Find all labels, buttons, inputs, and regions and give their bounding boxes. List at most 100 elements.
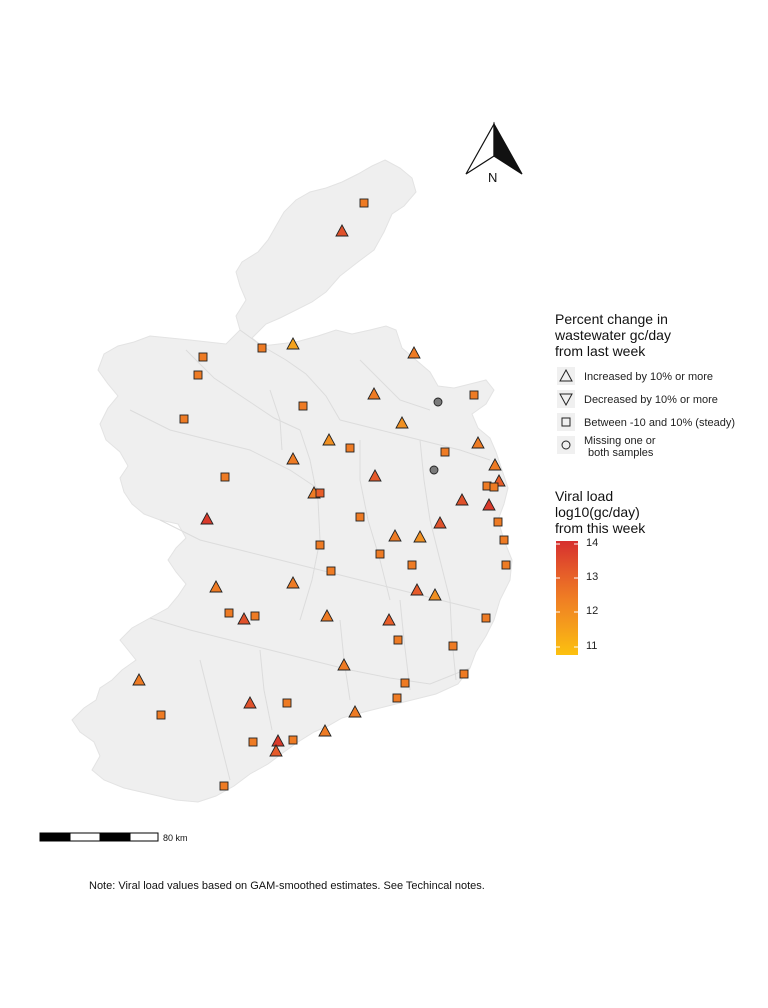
legend-label-missing: Missing one or both samples — [584, 435, 656, 459]
site-marker-tri-up — [318, 724, 332, 737]
site-marker-square — [298, 401, 308, 411]
site-marker-square — [393, 635, 403, 645]
legend-label-missing-line: Missing one or — [584, 435, 656, 447]
site-marker-square — [315, 540, 325, 550]
site-marker-tri-up — [413, 530, 427, 543]
site-marker-square — [288, 735, 298, 745]
site-marker-square — [469, 390, 479, 400]
site-marker-tri-up — [320, 609, 334, 622]
site-marker-tri-up — [322, 433, 336, 446]
circle-icon — [561, 440, 571, 450]
triangle-down-icon — [559, 393, 573, 407]
site-marker-tri-up — [209, 580, 223, 593]
legend-key-missing — [557, 436, 575, 454]
legend-key-increase — [557, 367, 575, 385]
site-marker-square — [392, 693, 402, 703]
footnote: Note: Viral load values based on GAM-smo… — [89, 880, 485, 892]
site-marker-square — [326, 566, 336, 576]
shape-legend-title: Percent change in wastewater gc/day from… — [555, 311, 671, 359]
site-marker-square — [282, 698, 292, 708]
site-marker-square — [156, 710, 166, 720]
site-marker-tri-up — [433, 516, 447, 529]
north-label: N — [488, 170, 498, 185]
site-marker-square — [481, 613, 491, 623]
site-marker-tri-up — [286, 576, 300, 589]
site-marker-square — [219, 781, 229, 791]
north-arrow-icon — [465, 121, 523, 175]
site-marker-tri-up — [482, 498, 496, 511]
site-marker-tri-up — [348, 705, 362, 718]
viral-load-colorbar — [556, 541, 578, 655]
shape-legend-title-line: wastewater gc/day — [555, 327, 671, 343]
site-marker-tri-up — [471, 436, 485, 449]
legend-key-decrease — [557, 390, 575, 408]
site-marker-square — [440, 447, 450, 457]
site-marker-tri-up — [243, 696, 257, 709]
site-marker-square — [459, 669, 469, 679]
site-marker-square — [193, 370, 203, 380]
colorbar-ticks — [556, 543, 578, 648]
site-marker-tri-up — [269, 744, 283, 757]
site-marker-square — [489, 482, 499, 492]
ireland-landmass — [71, 159, 513, 803]
site-marker-square — [400, 678, 410, 688]
site-marker-square — [499, 535, 509, 545]
legend-label-decrease: Decreased by 10% or more — [584, 394, 718, 406]
site-marker-square — [179, 414, 189, 424]
site-marker-square — [315, 488, 325, 498]
site-marker-square — [224, 608, 234, 618]
site-marker-square — [493, 517, 503, 527]
site-marker-tri-up — [388, 529, 402, 542]
site-marker-tri-up — [382, 613, 396, 626]
color-legend-title-line: from this week — [555, 520, 646, 536]
site-marker-tri-up — [368, 469, 382, 482]
site-marker-tri-up — [410, 583, 424, 596]
site-marker-tri-up — [271, 734, 285, 747]
colorbar-tick-label: 13 — [586, 571, 599, 583]
scale-bar-label: 80 km — [163, 833, 188, 843]
square-icon — [561, 417, 571, 427]
site-marker-square — [198, 352, 208, 362]
site-marker-square — [501, 560, 511, 570]
colorbar-tick-label: 11 — [586, 640, 598, 652]
site-marker-tri-up — [132, 673, 146, 686]
site-marker-tri-up — [407, 346, 421, 359]
color-legend-title: Viral load log10(gc/day) from this week — [555, 488, 645, 536]
site-markers — [132, 198, 511, 791]
site-marker-circle — [429, 465, 439, 475]
site-marker-tri-up — [286, 452, 300, 465]
site-marker-square — [345, 443, 355, 453]
shape-legend-title-line: Percent change in — [555, 311, 668, 327]
site-marker-tri-up — [488, 458, 502, 471]
color-legend-title-line: log10(gc/day) — [555, 504, 640, 520]
site-marker-tri-up — [337, 658, 351, 671]
site-marker-tri-up — [237, 612, 251, 625]
site-marker-tri-up — [455, 493, 469, 506]
legend-key-steady — [557, 413, 575, 431]
site-marker-square — [355, 512, 365, 522]
site-marker-tri-up — [428, 588, 442, 601]
site-marker-square — [359, 198, 369, 208]
site-marker-square — [250, 611, 260, 621]
site-marker-square — [407, 560, 417, 570]
legend-label-steady: Between -10 and 10% (steady) — [584, 417, 736, 429]
site-marker-circle — [433, 397, 443, 407]
legend-label-missing-line: both samples — [588, 447, 654, 459]
site-marker-tri-up — [286, 337, 300, 350]
shape-legend-title-line: from last week — [555, 343, 646, 359]
site-marker-square — [448, 641, 458, 651]
legend-label-increase: Increased by 10% or more — [584, 371, 714, 383]
scale-bar — [39, 832, 159, 842]
site-marker-tri-up — [367, 387, 381, 400]
site-marker-tri-up — [335, 224, 349, 237]
colorbar-tick-label: 14 — [586, 537, 599, 549]
site-marker-square — [257, 343, 267, 353]
site-marker-tri-up — [395, 416, 409, 429]
site-marker-tri-up — [200, 512, 214, 525]
triangle-up-icon — [559, 368, 573, 382]
site-marker-square — [375, 549, 385, 559]
colorbar-tick-label: 12 — [586, 605, 599, 617]
site-marker-square — [220, 472, 230, 482]
color-legend-title-line: Viral load — [555, 488, 614, 504]
